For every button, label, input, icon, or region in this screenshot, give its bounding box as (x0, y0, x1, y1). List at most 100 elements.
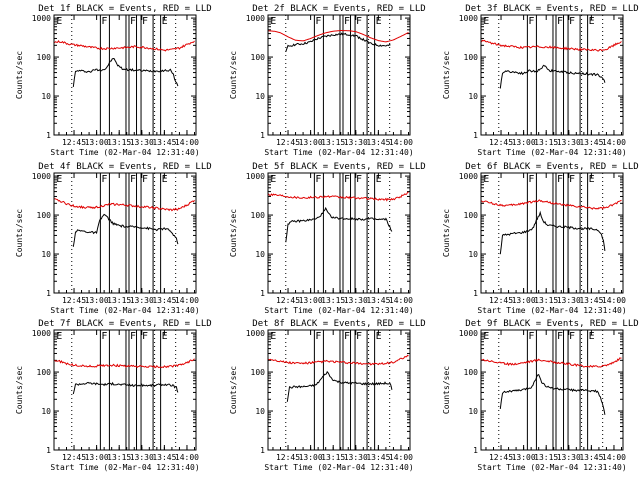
events-series-line (72, 381, 179, 395)
x-tick-label: 12:45 (276, 138, 300, 147)
panel-det-9: Det 9f BLACK = Events, RED = LLD 1 10 100 10… (442, 319, 639, 472)
region-label: E (162, 331, 168, 342)
panel-title: Det 1f BLACK = Events, RED = LLD (38, 4, 211, 14)
y-axis-label: Counts/sec (442, 209, 451, 257)
lld-series-line (268, 30, 409, 43)
events-series-line (286, 370, 393, 402)
region-label: F (344, 174, 350, 185)
x-tick-label: 13:30 (344, 138, 368, 147)
x-axis-label: Start Time (02-Mar-04 12:31:40) (50, 463, 199, 472)
region-label: F (142, 331, 148, 342)
x-tick-label: 13:15 (321, 453, 345, 462)
x-tick-label: 13:30 (557, 138, 581, 147)
y-tick-label: 1000 (459, 329, 478, 338)
x-tick-label: 13:45 (579, 296, 603, 305)
y-tick-label: 1000 (459, 172, 478, 181)
region-label: F (344, 16, 350, 27)
region-label: F (142, 16, 148, 27)
x-axis-label: Start Time (02-Mar-04 12:31:40) (264, 148, 413, 157)
y-tick-label: 1 (473, 289, 478, 298)
x-tick-label: 13:00 (85, 138, 109, 147)
lld-series-line (268, 354, 409, 366)
x-tick-label: 13:30 (344, 453, 368, 462)
x-tick-label: 13:00 (85, 296, 109, 305)
x-tick-label: 12:45 (276, 453, 300, 462)
y-tick-label: 1000 (32, 172, 51, 181)
x-tick-label: 13:00 (512, 453, 536, 462)
region-label: F (142, 174, 148, 185)
lld-series-line (481, 199, 622, 210)
events-series-line (72, 213, 179, 247)
panel-det-2: Det 2f BLACK = Events, RED = LLD 1 10 100 10… (229, 4, 426, 157)
region-label: E (589, 16, 595, 27)
y-tick-label: 1000 (246, 14, 265, 23)
x-tick-label: 13:00 (512, 296, 536, 305)
y-tick-label: 1000 (459, 14, 478, 23)
x-tick-label: 13:15 (321, 296, 345, 305)
region-label: F (557, 331, 563, 342)
x-tick-label: 13:30 (130, 296, 154, 305)
y-axis-label: Counts/sec (229, 366, 238, 414)
x-axis-label: Start Time (02-Mar-04 12:31:40) (477, 306, 626, 315)
x-tick-label: 14:00 (602, 296, 626, 305)
region-label: E (483, 174, 489, 185)
x-tick-label: 14:00 (602, 453, 626, 462)
x-tick-label: 13:30 (130, 453, 154, 462)
x-tick-label: 13:00 (299, 453, 323, 462)
y-tick-label: 1 (260, 131, 265, 140)
y-axis-label: Counts/sec (229, 51, 238, 99)
x-tick-label: 13:45 (152, 138, 176, 147)
x-axis-label: Start Time (02-Mar-04 12:31:40) (264, 463, 413, 472)
region-label: F (315, 174, 321, 185)
panels: Det 1f BLACK = Events, RED = LLD 1 10 100 10… (15, 4, 639, 472)
y-tick-label: 10 (255, 250, 265, 259)
x-tick-label: 13:30 (557, 453, 581, 462)
x-tick-label: 13:45 (579, 138, 603, 147)
plot-frame (480, 172, 624, 294)
plot-frame (53, 329, 197, 451)
panel-det-1: Det 1f BLACK = Events, RED = LLD 1 10 100 10… (15, 4, 212, 157)
y-tick-label: 100 (37, 53, 52, 62)
plot-frame (267, 172, 411, 294)
region-label: F (569, 174, 575, 185)
x-tick-label: 13:00 (299, 138, 323, 147)
y-tick-label: 100 (251, 211, 266, 220)
region-label: F (101, 331, 107, 342)
region-label: E (376, 16, 382, 27)
y-tick-label: 1000 (32, 329, 51, 338)
region-label: F (101, 16, 107, 27)
region-label: E (270, 174, 276, 185)
region-label: F (130, 174, 136, 185)
panel-title: Det 9f BLACK = Events, RED = LLD (465, 319, 638, 329)
y-axis-label: Counts/sec (15, 209, 24, 257)
x-tick-label: 13:15 (534, 296, 558, 305)
plot-frame (480, 14, 624, 136)
x-tick-label: 13:15 (107, 453, 131, 462)
x-tick-label: 13:15 (534, 453, 558, 462)
x-tick-label: 13:30 (557, 296, 581, 305)
x-tick-label: 14:00 (389, 138, 413, 147)
x-tick-label: 12:45 (489, 296, 513, 305)
x-tick-label: 14:00 (602, 138, 626, 147)
x-tick-label: 13:45 (366, 138, 390, 147)
region-label: E (162, 16, 168, 27)
region-label: F (557, 174, 563, 185)
x-tick-label: 13:30 (344, 296, 368, 305)
x-tick-label: 14:00 (175, 138, 199, 147)
y-axis-label: Counts/sec (229, 209, 238, 257)
panel-det-6: Det 6f BLACK = Events, RED = LLD 1 10 100 10… (442, 162, 639, 315)
y-tick-label: 1000 (246, 172, 265, 181)
panel-title: Det 6f BLACK = Events, RED = LLD (465, 162, 638, 172)
x-tick-label: 13:45 (579, 453, 603, 462)
x-tick-label: 13:00 (85, 453, 109, 462)
panel-title: Det 2f BLACK = Events, RED = LLD (252, 4, 425, 14)
panel-det-4: Det 4f BLACK = Events, RED = LLD 1 10 100 10… (15, 162, 212, 315)
region-label: F (356, 174, 362, 185)
x-tick-label: 12:45 (62, 296, 86, 305)
y-axis-label: Counts/sec (15, 366, 24, 414)
panel-det-8: Det 8f BLACK = Events, RED = LLD 1 10 100 10… (229, 319, 426, 472)
y-tick-label: 1 (46, 446, 51, 455)
x-tick-label: 12:45 (489, 453, 513, 462)
lld-series-line (54, 40, 195, 52)
region-label: F (569, 331, 575, 342)
